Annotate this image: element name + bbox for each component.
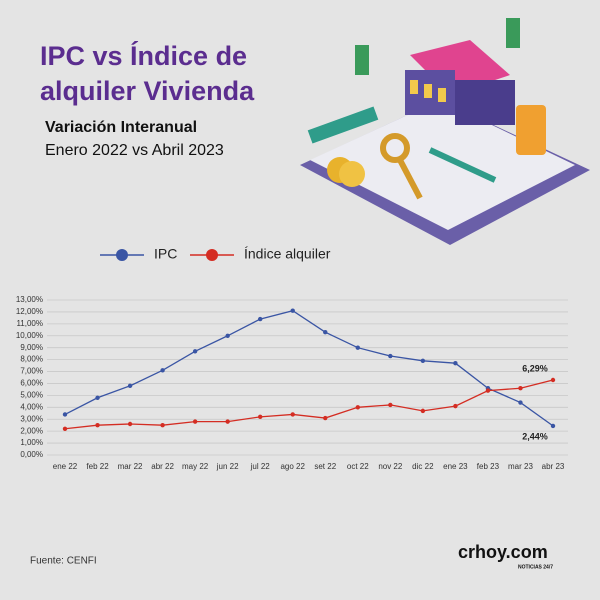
source: Fuente: CENFI — [30, 556, 97, 567]
point — [550, 377, 556, 383]
x-tick-label: abr 22 — [151, 462, 174, 471]
x-tick-label: mar 22 — [118, 462, 143, 471]
title-line: IPC vs Índice de — [40, 40, 247, 71]
x-tick-label: abr 23 — [542, 462, 565, 471]
x-tick-label: feb 22 — [86, 462, 109, 471]
y-tick-label: 8,00% — [20, 355, 43, 364]
point — [225, 333, 230, 338]
y-tick-label: 1,00% — [20, 438, 43, 447]
point — [323, 329, 328, 335]
point — [258, 316, 263, 322]
y-tick-label: 13,00% — [16, 295, 43, 304]
point — [95, 395, 100, 400]
y-tick-label: 6,00% — [20, 379, 43, 388]
y-tick-label: 11,00% — [16, 319, 43, 328]
y-tick-label: 10,00% — [16, 331, 43, 340]
point — [95, 422, 100, 428]
y-tick-label: 2,00% — [20, 426, 43, 435]
point — [62, 426, 68, 431]
point — [355, 405, 360, 410]
title-line: alquiler Vivienda — [40, 76, 255, 106]
point — [518, 400, 523, 405]
x-tick-label: jun 22 — [216, 462, 239, 471]
y-tick-label: 9,00% — [20, 343, 43, 352]
x-tick-label: set 22 — [314, 462, 336, 471]
value-label: 6,29% — [522, 363, 548, 373]
point — [453, 360, 458, 366]
point — [388, 353, 393, 359]
illustration — [300, 18, 590, 245]
y-tick-label: 4,00% — [20, 402, 43, 411]
legend-label: IPC — [154, 246, 177, 262]
brand-tagline: NOTICIAS 24/7 — [518, 564, 553, 570]
point — [355, 345, 360, 350]
point — [160, 422, 165, 428]
series-line — [64, 379, 554, 430]
point — [550, 423, 556, 429]
point — [192, 419, 198, 424]
legend-marker — [206, 249, 218, 261]
y-tick-label: 12,00% — [16, 307, 43, 316]
point — [258, 414, 263, 420]
point — [388, 402, 393, 408]
point — [127, 383, 133, 389]
point — [225, 419, 230, 424]
x-tick-label: jul 22 — [250, 462, 271, 471]
legend-marker — [116, 249, 128, 261]
y-tick-label: 3,00% — [20, 414, 43, 423]
x-tick-label: may 22 — [182, 462, 209, 471]
y-tick-label: 5,00% — [20, 390, 43, 399]
x-tick-label: oct 22 — [347, 462, 369, 471]
y-tick-label: 7,00% — [20, 367, 43, 376]
y-tick-label: 0,00% — [20, 450, 43, 459]
point — [485, 388, 491, 393]
point — [420, 408, 426, 414]
x-tick-label: mar 23 — [508, 462, 533, 471]
x-tick-label: feb 23 — [477, 462, 500, 471]
point — [323, 415, 328, 421]
value-label: 2,44% — [522, 431, 548, 441]
point — [290, 308, 295, 313]
x-tick-label: dic 22 — [412, 462, 434, 471]
x-tick-label: ago 22 — [280, 462, 305, 471]
point — [62, 412, 68, 417]
subtitle: Variación Interanual — [45, 119, 197, 136]
point — [420, 358, 426, 364]
period: Enero 2022 vs Abril 2023 — [45, 142, 224, 159]
point — [127, 421, 133, 427]
legend-label: Índice alquiler — [244, 246, 331, 262]
x-tick-label: ene 23 — [443, 462, 468, 471]
x-tick-label: ene 22 — [53, 462, 78, 471]
point — [518, 386, 523, 391]
x-tick-label: nov 22 — [378, 462, 403, 471]
brand: crhoy.com — [458, 542, 548, 562]
series-line — [64, 310, 554, 427]
point — [160, 368, 165, 373]
point — [453, 403, 458, 409]
point — [290, 412, 295, 417]
point — [192, 349, 198, 354]
